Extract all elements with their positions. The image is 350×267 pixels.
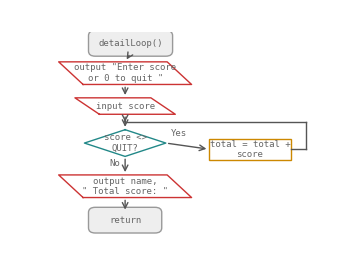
Polygon shape [59, 62, 191, 84]
Polygon shape [75, 98, 175, 114]
Text: return: return [109, 216, 141, 225]
Text: total = total +
score: total = total + score [210, 140, 290, 159]
Text: No: No [109, 159, 120, 168]
FancyBboxPatch shape [89, 30, 173, 56]
Text: output name,
" Total score: ": output name, " Total score: " [82, 176, 168, 196]
Text: detailLoop(): detailLoop() [98, 39, 163, 48]
Text: score <>
QUIT?: score <> QUIT? [104, 133, 147, 153]
Text: Yes: Yes [171, 129, 187, 138]
Text: input score: input score [96, 101, 155, 111]
Polygon shape [59, 175, 191, 198]
Text: output "Enter score
or 0 to quit ": output "Enter score or 0 to quit " [74, 64, 176, 83]
FancyBboxPatch shape [209, 139, 290, 159]
Polygon shape [84, 130, 166, 156]
FancyBboxPatch shape [89, 207, 162, 233]
